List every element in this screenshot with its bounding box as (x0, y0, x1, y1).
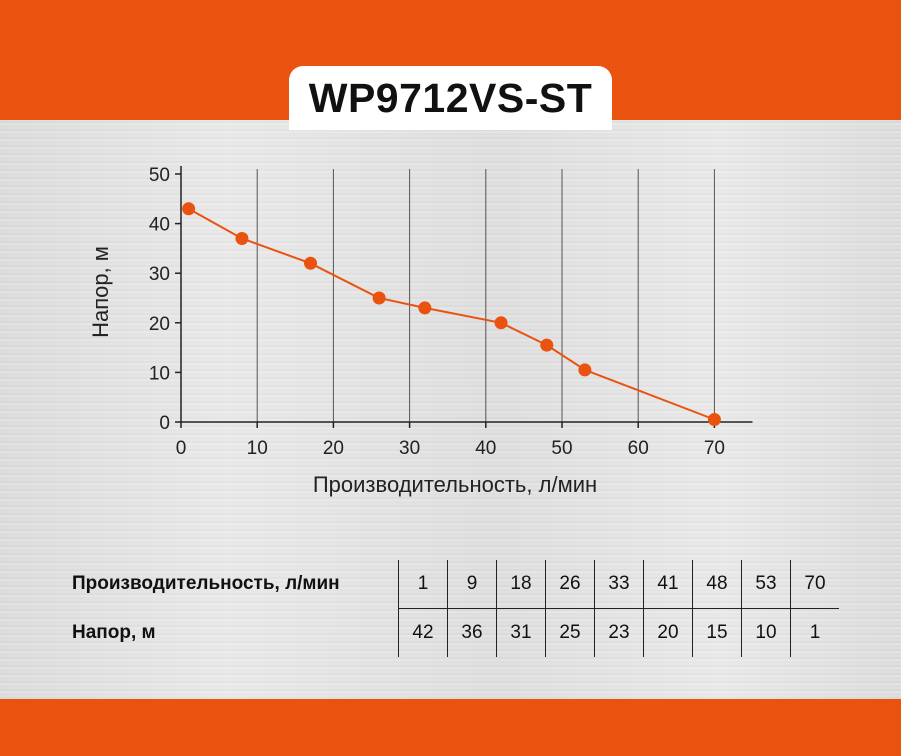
data-point (418, 301, 432, 315)
x-tick-labels: 0 10 20 30 40 50 60 70 (176, 438, 725, 459)
table-row-head: Напор, м 42 36 31 25 23 20 15 10 1 (72, 608, 839, 657)
table-cell: 26 (545, 560, 595, 609)
table-cell: 70 (790, 560, 839, 609)
y-tick-labels: 0 10 20 30 40 50 (149, 165, 170, 434)
page-title: WP9712VS-ST (308, 74, 593, 121)
y-tick-label: 50 (149, 165, 170, 186)
table-cell: 1 (398, 560, 448, 609)
data-table: Производительность, л/мин 1 9 18 26 33 4… (72, 560, 839, 657)
x-tick-label: 70 (704, 438, 725, 459)
table-cell: 36 (447, 608, 497, 657)
axes (175, 166, 753, 428)
x-axis-label: Производительность, л/мин (313, 472, 597, 497)
data-point (182, 202, 196, 216)
table-cell: 20 (643, 608, 693, 657)
y-tick-label: 30 (149, 264, 170, 285)
table-cell: 25 (545, 608, 595, 657)
data-point (578, 363, 592, 377)
y-tick-label: 40 (149, 215, 170, 236)
table-cell: 10 (741, 608, 791, 657)
row-header-flow: Производительность, л/мин (72, 573, 340, 595)
table-cell: 23 (594, 608, 644, 657)
data-point (540, 338, 554, 352)
table-cell: 48 (692, 560, 742, 609)
table-cell: 33 (594, 560, 644, 609)
x-tick-label: 10 (247, 438, 268, 459)
table-cell: 53 (741, 560, 791, 609)
data-point (372, 291, 386, 305)
y-tick-label: 0 (159, 413, 170, 434)
table-cell: 31 (496, 608, 546, 657)
row-header-head: Напор, м (72, 621, 156, 643)
data-point (304, 256, 318, 270)
table-cell: 1 (790, 608, 839, 657)
table-cell: 42 (398, 608, 448, 657)
table-cell: 9 (447, 560, 497, 609)
grid (256, 169, 715, 422)
y-tick-label: 20 (149, 314, 170, 335)
x-tick-label: 60 (628, 438, 649, 459)
x-tick-label: 20 (323, 438, 344, 459)
y-axis-label: Напор, м (88, 246, 113, 338)
bottom-orange-band (0, 699, 901, 756)
series-line (188, 207, 715, 421)
table-cell: 15 (692, 608, 742, 657)
title-tab: WP9712VS-ST (289, 66, 612, 130)
x-tick-label: 40 (475, 438, 496, 459)
data-point (494, 316, 508, 330)
head-flow-chart: 0 10 20 30 40 50 60 70 0 10 20 30 40 50 Производител… (88, 165, 753, 497)
table-row-flow: Производительность, л/мин 1 9 18 26 33 4… (72, 560, 839, 609)
y-tick-label: 10 (149, 363, 170, 384)
table-cell: 18 (496, 560, 546, 609)
data-points (182, 202, 721, 427)
x-tick-label: 30 (399, 438, 420, 459)
table-cell: 41 (643, 560, 693, 609)
data-point (707, 413, 721, 427)
data-point (235, 231, 249, 245)
x-tick-label: 50 (551, 438, 572, 459)
x-tick-label: 0 (176, 438, 187, 459)
